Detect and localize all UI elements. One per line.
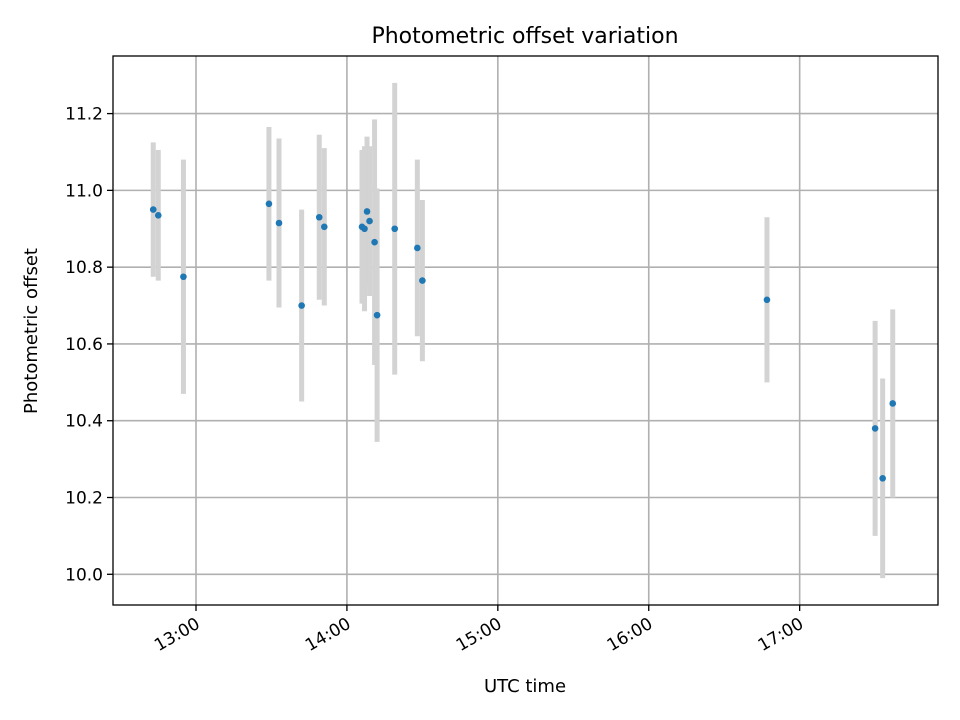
data-point — [871, 425, 879, 432]
x-tick-label: 14:00 — [302, 614, 354, 656]
data-point — [315, 213, 323, 221]
y-tick-label: 10.8 — [65, 258, 103, 278]
data-point — [265, 200, 273, 208]
data-point — [889, 400, 897, 407]
x-tick-label: 16:00 — [604, 614, 656, 656]
data-point — [363, 208, 371, 215]
data-point — [414, 244, 421, 252]
data-point — [154, 212, 162, 219]
grid-lines — [113, 56, 938, 605]
data-point — [391, 225, 399, 233]
y-tick-label: 10.2 — [65, 489, 103, 509]
data-point — [419, 277, 426, 284]
data-point — [361, 225, 368, 233]
data-point — [298, 302, 305, 309]
axis-ticks: 13:00 14:00 15:00 16:00 17:00 10.0 10.2 10.4 10.… — [65, 105, 807, 656]
plot-frame — [112, 55, 939, 606]
x-tick-label: 15:00 — [453, 614, 505, 656]
y-tick-label: 10.6 — [65, 335, 103, 355]
x-tick-label: 13:00 — [151, 614, 203, 656]
data-point — [366, 217, 373, 225]
data-point — [180, 273, 187, 281]
data-point — [149, 206, 157, 213]
y-tick-label: 10.4 — [65, 412, 103, 432]
y-tick-label: 11.2 — [65, 105, 103, 125]
data-point — [879, 475, 886, 482]
data-point — [373, 311, 381, 319]
x-axis-label: UTC time — [484, 676, 566, 697]
data-point — [371, 238, 378, 246]
chart-title: Photometric offset variation — [371, 24, 678, 49]
y-axis-label: Photometric offset — [21, 248, 42, 414]
data-points — [149, 200, 897, 482]
data-point — [320, 223, 328, 231]
y-tick-label: 10.0 — [65, 565, 103, 585]
data-point — [763, 296, 771, 304]
error-bars — [150, 82, 896, 579]
x-tick-label: 17:00 — [755, 614, 807, 656]
y-tick-label: 11.0 — [65, 181, 103, 201]
data-point — [275, 219, 283, 227]
